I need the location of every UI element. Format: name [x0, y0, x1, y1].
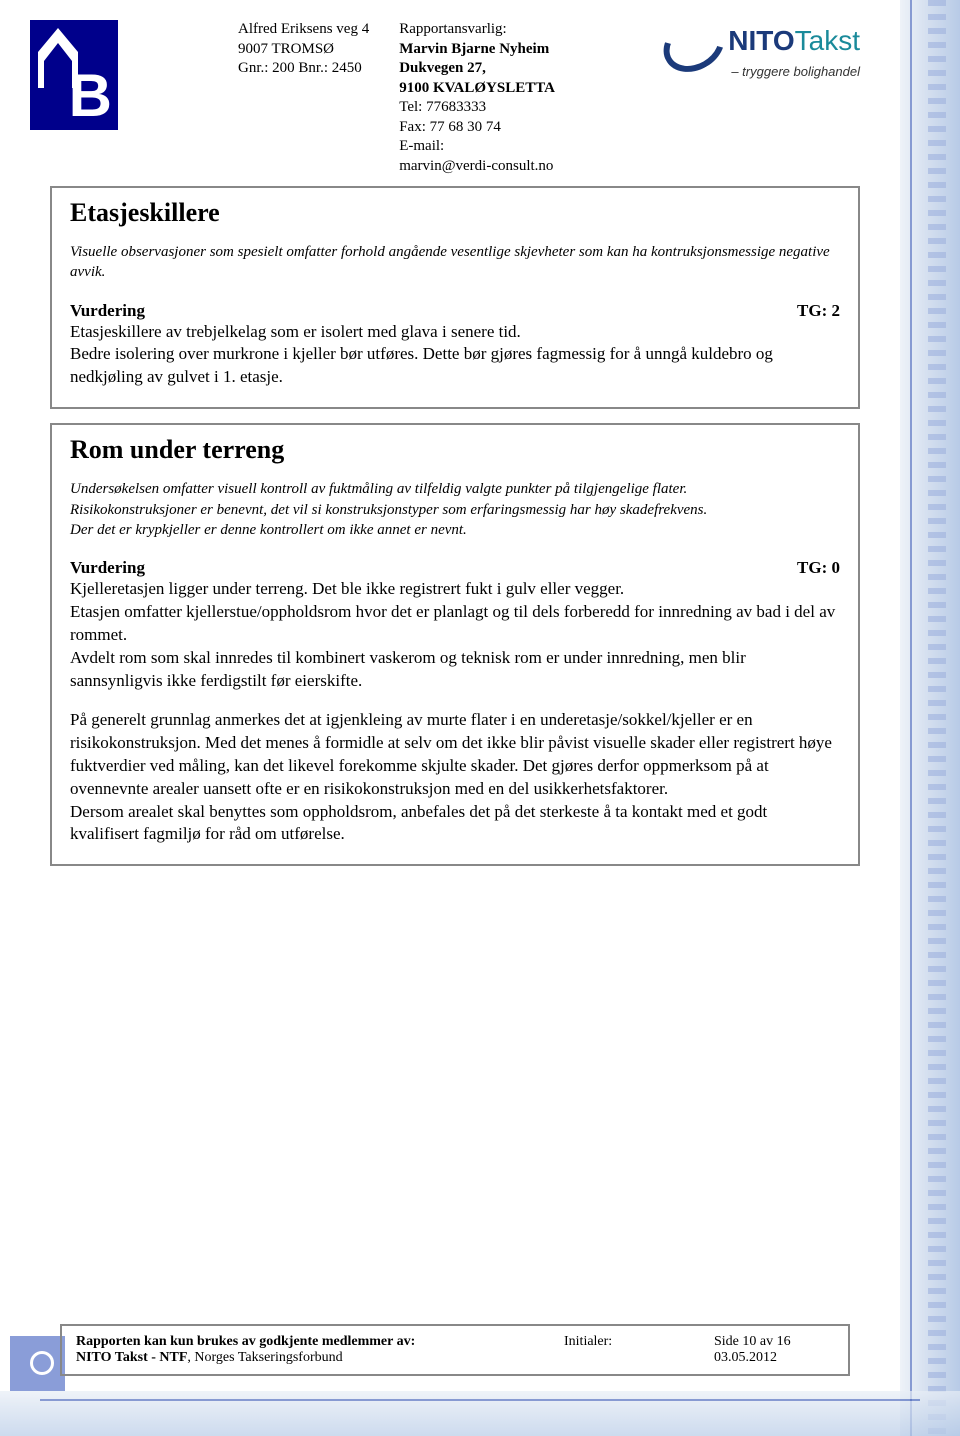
page-content: B Alfred Eriksens veg 4 9007 TROMSØ Gnr.…	[0, 0, 960, 900]
addr-line1: Alfred Eriksens veg 4	[238, 20, 369, 40]
section1-intro: Visuelle observasjoner som spesielt omfa…	[70, 242, 840, 283]
section2-title: Rom under terreng	[70, 435, 840, 465]
corner-mark-icon	[10, 1336, 65, 1391]
footer-right: Side 10 av 16 03.05.2012	[714, 1334, 834, 1366]
footer-line2-rest: , Norges Takseringsforbund	[187, 1350, 342, 1365]
footer-initials: Initialer:	[564, 1334, 714, 1366]
section-etasjeskillere: Etasjeskillere Visuelle observasjoner so…	[50, 186, 860, 409]
brand-tagline: – tryggere bolighandel	[731, 64, 860, 79]
property-address: Alfred Eriksens veg 4 9007 TROMSØ Gnr.: …	[238, 20, 369, 79]
section2-para1: Kjelleretasjen ligger under terreng. Det…	[70, 578, 840, 693]
section1-vurdering-row: Vurdering TG: 2	[70, 301, 840, 321]
section1-vurdering-label: Vurdering	[70, 301, 145, 321]
nito-logo-block: NITOTakst – tryggere bolighandel	[662, 20, 860, 79]
footer-page: Side 10 av 16	[714, 1334, 834, 1350]
section2-tg: TG: 0	[797, 558, 840, 578]
section2-vurdering-row: Vurdering TG: 0	[70, 558, 840, 578]
section-rom-under-terreng: Rom under terreng Undersøkelsen omfatter…	[50, 423, 860, 866]
resp-tel: Tel: 77683333	[399, 98, 555, 118]
section1-body: Etasjeskillere av trebjelkelag som er is…	[70, 321, 840, 390]
header: B Alfred Eriksens veg 4 9007 TROMSØ Gnr.…	[50, 20, 860, 176]
footer-date: 03.05.2012	[714, 1350, 834, 1366]
section2-vurdering-label: Vurdering	[70, 558, 145, 578]
section1-tg: TG: 2	[797, 301, 840, 321]
nito-brand: NITOTakst	[728, 25, 860, 57]
resp-addr1: Dukvegen 27,	[399, 59, 555, 79]
addr-line2: 9007 TROMSØ	[238, 40, 369, 60]
footer-line2-bold: NITO Takst - NTF	[76, 1350, 187, 1365]
brand-part2: Takst	[795, 25, 860, 56]
swirl-icon	[662, 20, 720, 62]
section2-para2: På generelt grunnlag anmerkes det at igj…	[70, 709, 840, 847]
house-b-logo-icon: B	[30, 20, 118, 130]
logo-letter: B	[69, 66, 112, 126]
footer-left: Rapporten kan kun brukes av godkjente me…	[76, 1334, 564, 1366]
resp-email: marvin@verdi-consult.no	[399, 157, 555, 177]
resp-name: Marvin Bjarne Nyheim	[399, 40, 555, 60]
resp-fax: Fax: 77 68 30 74	[399, 118, 555, 138]
footer-line2: NITO Takst - NTF, Norges Takseringsforbu…	[76, 1350, 564, 1366]
footer: Rapporten kan kun brukes av godkjente me…	[60, 1324, 850, 1376]
section1-title: Etasjeskillere	[70, 198, 840, 228]
resp-addr2: 9100 KVALØYSLETTA	[399, 79, 555, 99]
bottom-blueprint-decor	[0, 1391, 960, 1436]
brand-part1: NITO	[728, 25, 794, 56]
footer-line1: Rapporten kan kun brukes av godkjente me…	[76, 1334, 564, 1350]
section2-intro: Undersøkelsen omfatter visuell kontroll …	[70, 479, 840, 540]
responsible-block: Rapportansvarlig: Marvin Bjarne Nyheim D…	[399, 20, 555, 176]
resp-label: Rapportansvarlig:	[399, 20, 555, 40]
resp-email-label: E-mail:	[399, 137, 555, 157]
addr-line3: Gnr.: 200 Bnr.: 2450	[238, 59, 369, 79]
